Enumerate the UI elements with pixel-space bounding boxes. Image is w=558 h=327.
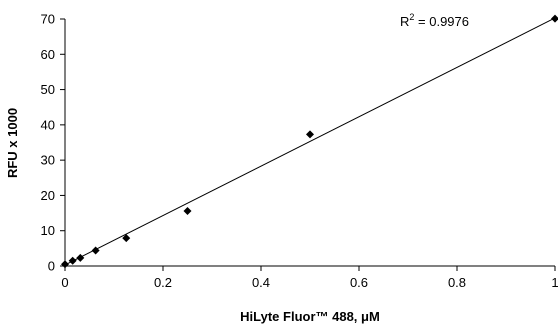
r-squared-annotation: R2 = 0.9976: [400, 12, 469, 29]
r-squared-superscript: 2: [409, 12, 414, 22]
y-tick-label: 0: [48, 259, 55, 274]
data-point: [122, 234, 131, 243]
r-squared-value: = 0.9976: [414, 14, 469, 29]
x-tick-label: 0.4: [252, 275, 270, 290]
data-points: [61, 14, 558, 269]
x-tick-label: 0.6: [350, 275, 368, 290]
data-point: [306, 130, 314, 139]
data-point: [91, 246, 100, 255]
y-tick-label: 10: [41, 223, 55, 238]
data-point: [61, 260, 69, 269]
y-tick-label: 60: [41, 47, 55, 62]
y-axis-title: RFU x 1000: [5, 108, 20, 178]
y-tick-label: 50: [41, 82, 55, 97]
x-tick-label: 0.8: [448, 275, 466, 290]
r-squared-base: R: [400, 14, 409, 29]
data-point: [183, 206, 192, 215]
x-axis-title: HiLyte Fluor™ 488, μM: [240, 309, 380, 324]
x-tick-label: 0: [61, 275, 68, 290]
trendline-group: [64, 17, 556, 266]
trendline: [64, 17, 556, 266]
data-point: [68, 256, 77, 265]
y-tick-label: 40: [41, 117, 55, 132]
data-point: [76, 253, 85, 262]
y-tick-label: 70: [41, 12, 55, 27]
y-tick-label: 30: [41, 153, 55, 168]
x-tick-label: 0.2: [154, 275, 172, 290]
x-tick-label: 1: [551, 275, 558, 290]
y-tick-label: 20: [41, 188, 55, 203]
axes: [64, 19, 555, 267]
data-point: [551, 14, 558, 23]
